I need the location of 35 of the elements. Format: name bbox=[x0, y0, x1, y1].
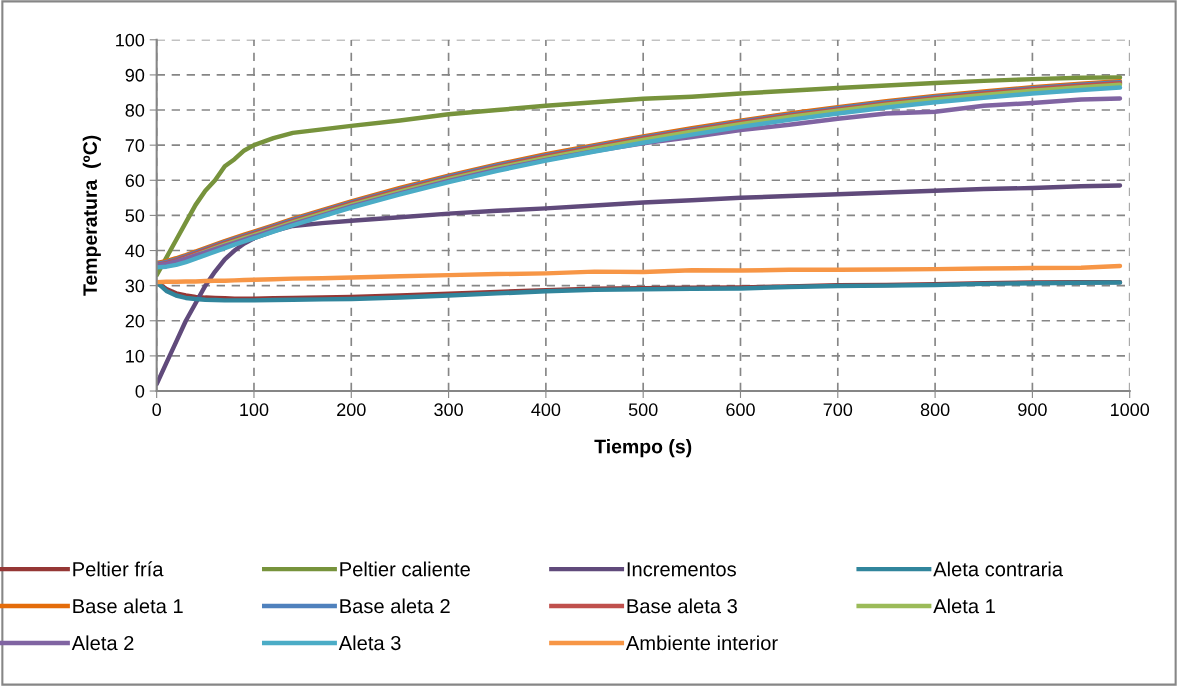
legend-label: Ambiente interior bbox=[625, 635, 778, 651]
y-tick-label: 80 bbox=[125, 103, 145, 117]
y-tick-label: 50 bbox=[125, 209, 145, 223]
y-tick-label: 20 bbox=[125, 314, 145, 328]
y-tick-label: 40 bbox=[125, 244, 145, 258]
x-tick-label: 0 bbox=[152, 403, 161, 417]
legend-label: Aleta 1 bbox=[933, 598, 995, 614]
legend-label: Aleta 2 bbox=[71, 635, 134, 651]
legend-label: Aleta 3 bbox=[338, 635, 401, 651]
legend-label: Base aleta 2 bbox=[340, 598, 450, 614]
x-tick-label: 600 bbox=[726, 403, 755, 417]
y-tick-label: 100 bbox=[116, 33, 145, 47]
y-tick-label: 90 bbox=[125, 68, 145, 82]
y-tick-label: 70 bbox=[125, 139, 145, 152]
legend-label: Aleta contraria bbox=[933, 561, 1064, 577]
x-tick-label: 700 bbox=[823, 403, 853, 417]
x-tick-label: 900 bbox=[1018, 403, 1047, 417]
y-tick-label: 10 bbox=[126, 349, 145, 363]
x-tick-label: 500 bbox=[628, 403, 658, 417]
x-tick-label: 200 bbox=[337, 403, 366, 417]
legend-label: Base aleta 3 bbox=[627, 598, 737, 614]
legend-label: Peltier fría bbox=[73, 561, 164, 577]
x-tick-label: 300 bbox=[434, 403, 463, 417]
x-tick-label: 400 bbox=[531, 403, 561, 417]
legend-label: Base aleta 1 bbox=[73, 598, 183, 614]
legend-label: Peltier caliente bbox=[340, 561, 470, 577]
y-tick-label: 0 bbox=[135, 384, 145, 398]
y-axis-title: Temperatura (ºC) bbox=[82, 135, 101, 296]
x-tick-label: 100 bbox=[240, 403, 269, 417]
x-tick-label: 800 bbox=[920, 403, 950, 417]
x-axis-title: Tiempo (s) bbox=[594, 439, 692, 458]
y-tick-label: 60 bbox=[125, 174, 145, 187]
y-tick-label: 30 bbox=[125, 279, 145, 293]
legend-label: Incrementos bbox=[627, 562, 736, 577]
x-tick-label: 1000 bbox=[1111, 403, 1150, 417]
